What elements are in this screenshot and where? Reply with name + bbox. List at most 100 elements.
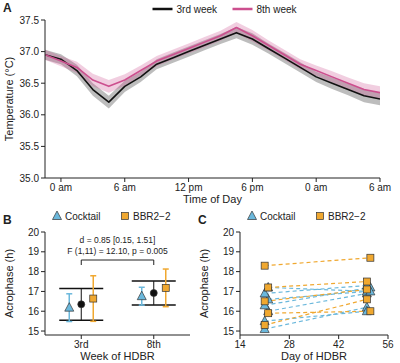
subject-point bbox=[363, 296, 370, 303]
y-axis bbox=[240, 232, 241, 335]
subject-point bbox=[264, 282, 273, 291]
error-cap bbox=[66, 321, 72, 323]
subject-line bbox=[268, 291, 367, 299]
subject-point bbox=[265, 310, 272, 317]
y-tick-label: 35.5 bbox=[20, 141, 40, 152]
y-tick-label: 15 bbox=[28, 326, 40, 337]
overall-mean-marker bbox=[78, 301, 85, 308]
y-tick bbox=[41, 251, 45, 252]
legend-swatch bbox=[53, 211, 62, 220]
panel-label: A bbox=[3, 1, 12, 15]
error-band bbox=[45, 27, 380, 109]
y-tick-label: 19 bbox=[28, 246, 40, 257]
mean-marker bbox=[65, 303, 74, 312]
subject-line bbox=[265, 307, 367, 329]
error-cap bbox=[163, 268, 169, 270]
legend-swatch bbox=[122, 213, 129, 220]
y-tick bbox=[41, 311, 45, 312]
y-tick-label: 18 bbox=[223, 266, 235, 277]
overall-error-cap bbox=[132, 304, 176, 306]
plot-area bbox=[260, 254, 375, 332]
plot-area bbox=[45, 22, 380, 109]
subject-point bbox=[363, 278, 370, 285]
x-tick-label: 42 bbox=[333, 339, 345, 350]
panel-label: C bbox=[198, 213, 207, 227]
subject-line bbox=[265, 258, 371, 266]
x-tick-label: 8th bbox=[147, 339, 161, 350]
panel-label: B bbox=[3, 213, 12, 227]
subject-line bbox=[265, 285, 367, 293]
legend-label: 3rd week bbox=[177, 4, 219, 15]
mean-marker bbox=[137, 291, 146, 300]
y-tick-label: 36.0 bbox=[20, 109, 40, 120]
y-tick-label: 20 bbox=[28, 227, 40, 238]
mean-marker bbox=[162, 284, 169, 291]
legend-swatch bbox=[317, 213, 324, 220]
y-tick-label: 36.5 bbox=[20, 78, 40, 89]
subject-point bbox=[265, 284, 272, 291]
y-tick bbox=[41, 291, 45, 292]
y-tick bbox=[236, 232, 240, 233]
subject-point bbox=[261, 322, 268, 329]
y-tick-label: 17 bbox=[223, 286, 235, 297]
x-axis-label: Week of HDBR bbox=[80, 350, 154, 362]
y-tick-label: 15 bbox=[223, 326, 235, 337]
y-tick bbox=[41, 51, 45, 52]
x-tick-label: 6 am bbox=[114, 182, 136, 193]
legend-swatch bbox=[233, 8, 253, 11]
x-axis bbox=[45, 178, 380, 179]
error-cap bbox=[139, 304, 145, 306]
x-tick-label: 6 pm bbox=[241, 182, 263, 193]
x-tick-label: 12 pm bbox=[175, 182, 203, 193]
y-tick bbox=[41, 20, 45, 21]
x-tick-label: 0 am bbox=[50, 182, 72, 193]
y-tick-label: 37.5 bbox=[20, 15, 40, 26]
x-axis-label: Day of HDBR bbox=[281, 350, 347, 362]
y-axis-label: Acrophase (h) bbox=[3, 249, 15, 318]
y-axis-label: Acrophase (h) bbox=[198, 249, 210, 318]
legend-label: BBR2−2 bbox=[328, 211, 366, 222]
y-tick bbox=[41, 232, 45, 233]
y-tick-label: 19 bbox=[223, 246, 235, 257]
y-tick-label: 16 bbox=[223, 306, 235, 317]
x-tick-label: 14 bbox=[234, 339, 246, 350]
overall-error-cap bbox=[59, 288, 103, 290]
y-tick bbox=[236, 251, 240, 252]
annotation: F (1,11) = 12.10, p = 0.005 bbox=[67, 246, 168, 256]
x-axis-label: Time of Day bbox=[183, 193, 242, 205]
y-tick bbox=[236, 311, 240, 312]
error-cap bbox=[163, 306, 169, 308]
x-tick-label: 0 am bbox=[305, 182, 327, 193]
overall-mean-marker bbox=[150, 290, 157, 297]
x-tick-label: 28 bbox=[284, 339, 296, 350]
x-axis bbox=[45, 335, 190, 336]
mean-marker bbox=[90, 295, 97, 302]
subject-point bbox=[367, 308, 374, 315]
subject-line bbox=[265, 289, 367, 301]
y-tick bbox=[236, 271, 240, 272]
subject-point bbox=[261, 262, 268, 269]
legend-label: BBR2−2 bbox=[133, 211, 171, 222]
y-tick bbox=[236, 291, 240, 292]
x-tick-label: 3rd bbox=[74, 339, 88, 350]
annotation: d = 0.85 [0.15, 1.51] bbox=[80, 235, 156, 245]
subject-line bbox=[268, 287, 370, 291]
y-tick bbox=[41, 271, 45, 272]
x-tick-label: 56 bbox=[382, 339, 394, 350]
error-cap bbox=[90, 321, 96, 323]
y-tick bbox=[41, 178, 45, 179]
y-tick-label: 20 bbox=[223, 227, 235, 238]
legend-label: Cocktail bbox=[260, 211, 296, 222]
overall-error-cap bbox=[132, 280, 176, 282]
y-axis-label: Temperature (°C) bbox=[3, 57, 15, 141]
y-tick-label: 35.0 bbox=[20, 173, 40, 184]
error-cap bbox=[66, 293, 72, 295]
bracket bbox=[81, 260, 154, 265]
y-tick-label: 18 bbox=[28, 266, 40, 277]
subject-line bbox=[265, 299, 367, 325]
y-tick bbox=[41, 83, 45, 84]
error-band bbox=[45, 22, 380, 99]
subject-line bbox=[268, 282, 367, 288]
y-tick bbox=[236, 331, 240, 332]
x-tick-label: 6 am bbox=[369, 182, 391, 193]
